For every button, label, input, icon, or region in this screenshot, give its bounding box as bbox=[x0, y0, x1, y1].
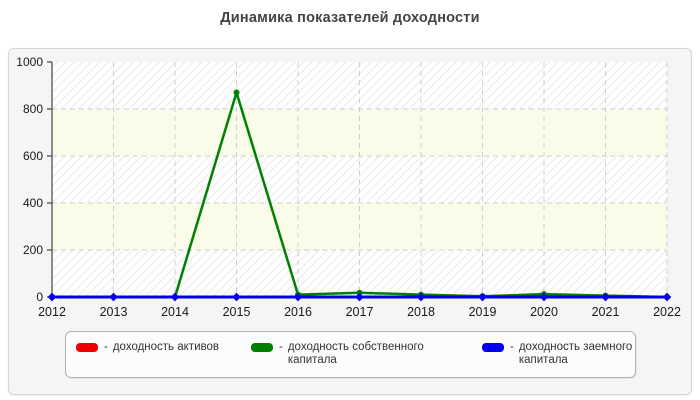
legend-label-borrowed: доходность заемного капитала bbox=[518, 341, 633, 366]
legend-label-equity: доходность собственного капитала bbox=[287, 341, 424, 366]
legend-dash: - bbox=[510, 341, 514, 353]
legend-swatch-borrowed bbox=[482, 343, 504, 352]
legend-label-assets: доходность активов bbox=[112, 341, 219, 353]
legend-item-assets: - доходность активов bbox=[76, 341, 219, 354]
legend-item-equity: - доходность собственного капитала bbox=[251, 341, 440, 367]
chart-title: Динамика показателей доходности bbox=[220, 10, 480, 26]
legend-dash: - bbox=[279, 341, 283, 353]
legend-item-borrowed: - доходность заемного капитала bbox=[482, 341, 635, 367]
legend-swatch-assets bbox=[76, 343, 98, 352]
legend-dash: - bbox=[104, 341, 108, 353]
chart-legend: - доходность активов - доходность собств… bbox=[65, 331, 636, 378]
legend-swatch-equity bbox=[251, 343, 273, 352]
